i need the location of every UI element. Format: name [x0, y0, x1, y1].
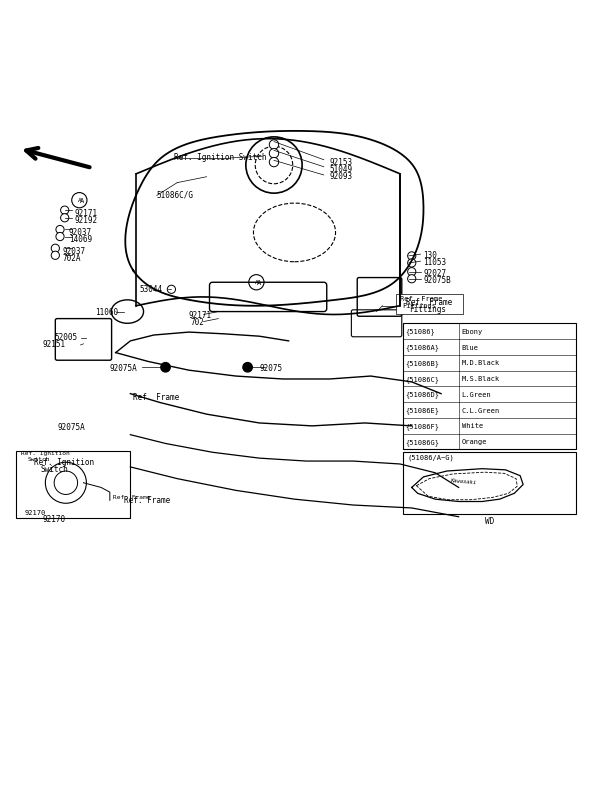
Circle shape: [269, 140, 279, 149]
Circle shape: [167, 285, 176, 293]
Text: 92075B: 92075B: [423, 276, 451, 285]
Circle shape: [56, 233, 64, 240]
Text: Ref. Frame: Ref. Frame: [133, 393, 180, 402]
Text: 92075: 92075: [259, 364, 283, 373]
Text: {51086G}: {51086G}: [405, 439, 439, 446]
Text: 92075A: 92075A: [110, 364, 138, 373]
Circle shape: [269, 157, 279, 167]
Text: Ref. Ignition Switch: Ref. Ignition Switch: [174, 153, 267, 162]
Text: WD: WD: [485, 518, 494, 527]
Text: Ref. Frame: Ref. Frame: [124, 496, 171, 505]
Text: 51049: 51049: [330, 165, 353, 173]
Text: C.L.Green: C.L.Green: [462, 407, 500, 414]
Text: A: A: [80, 198, 84, 205]
Text: Ebony: Ebony: [462, 329, 483, 335]
Text: M.D.Black: M.D.Black: [462, 360, 500, 367]
Bar: [403, 324, 576, 449]
Circle shape: [408, 259, 416, 267]
Text: 52005: 52005: [54, 333, 77, 343]
Text: Ref. Frame: Ref. Frame: [112, 495, 150, 500]
FancyBboxPatch shape: [396, 294, 463, 314]
Text: A: A: [78, 197, 81, 203]
Text: 14069: 14069: [69, 235, 92, 244]
Text: 53044: 53044: [139, 284, 163, 294]
Bar: [403, 452, 576, 514]
Circle shape: [51, 244, 59, 252]
Circle shape: [269, 149, 279, 158]
Circle shape: [61, 213, 69, 222]
Text: 92037: 92037: [69, 228, 92, 237]
Circle shape: [161, 363, 170, 372]
Circle shape: [408, 252, 416, 260]
Text: (51086/A~G): (51086/A~G): [408, 455, 454, 461]
Text: 92093: 92093: [330, 173, 353, 181]
Text: {51086B}: {51086B}: [405, 360, 439, 367]
Circle shape: [51, 251, 59, 260]
Text: 92037: 92037: [63, 247, 86, 256]
Text: 51086C/G: 51086C/G: [157, 191, 194, 200]
Circle shape: [61, 206, 69, 214]
Text: 11060: 11060: [95, 308, 118, 317]
Text: Ref. Frame: Ref. Frame: [406, 298, 452, 308]
Text: 92171: 92171: [189, 311, 212, 320]
Text: 92170: 92170: [25, 510, 46, 516]
Text: {51086F}: {51086F}: [405, 423, 439, 430]
Text: M.S.Black: M.S.Black: [462, 376, 500, 382]
Text: 130: 130: [423, 252, 438, 260]
Text: {51086E}: {51086E}: [405, 407, 439, 414]
Text: A: A: [257, 280, 262, 286]
Text: Switch: Switch: [41, 465, 68, 474]
Text: Ref. Ignition: Ref. Ignition: [21, 451, 70, 456]
Text: Orange: Orange: [462, 439, 487, 445]
Text: 92170: 92170: [42, 515, 65, 524]
Text: 92027: 92027: [423, 269, 446, 278]
Text: 92192: 92192: [75, 216, 98, 225]
Circle shape: [56, 225, 64, 233]
Text: 702: 702: [190, 318, 204, 328]
Text: {51086D}: {51086D}: [405, 392, 439, 399]
Text: 92151: 92151: [42, 340, 65, 349]
Circle shape: [243, 363, 252, 372]
Text: Ref. Ignition: Ref. Ignition: [34, 458, 94, 467]
Text: Blue: Blue: [462, 344, 479, 351]
Text: Fittings: Fittings: [402, 303, 436, 309]
Text: 92171: 92171: [75, 209, 98, 217]
Text: {51086}: {51086}: [405, 328, 435, 336]
Text: A: A: [254, 280, 258, 284]
Text: Kawasaki: Kawasaki: [450, 478, 476, 485]
Text: Ref. Frame: Ref. Frame: [400, 296, 442, 302]
Text: 92153: 92153: [330, 157, 353, 166]
Circle shape: [408, 268, 416, 276]
Circle shape: [408, 275, 416, 283]
Text: 11053: 11053: [423, 258, 446, 268]
Text: L.Green: L.Green: [462, 392, 491, 398]
Text: White: White: [462, 423, 483, 430]
Text: {51086A}: {51086A}: [405, 344, 439, 351]
Text: {51086C}: {51086C}: [405, 376, 439, 383]
Text: 92075A: 92075A: [57, 423, 85, 431]
Text: 702A: 702A: [63, 254, 81, 264]
Text: Fittings: Fittings: [409, 305, 446, 314]
Text: Switch: Switch: [28, 457, 50, 462]
